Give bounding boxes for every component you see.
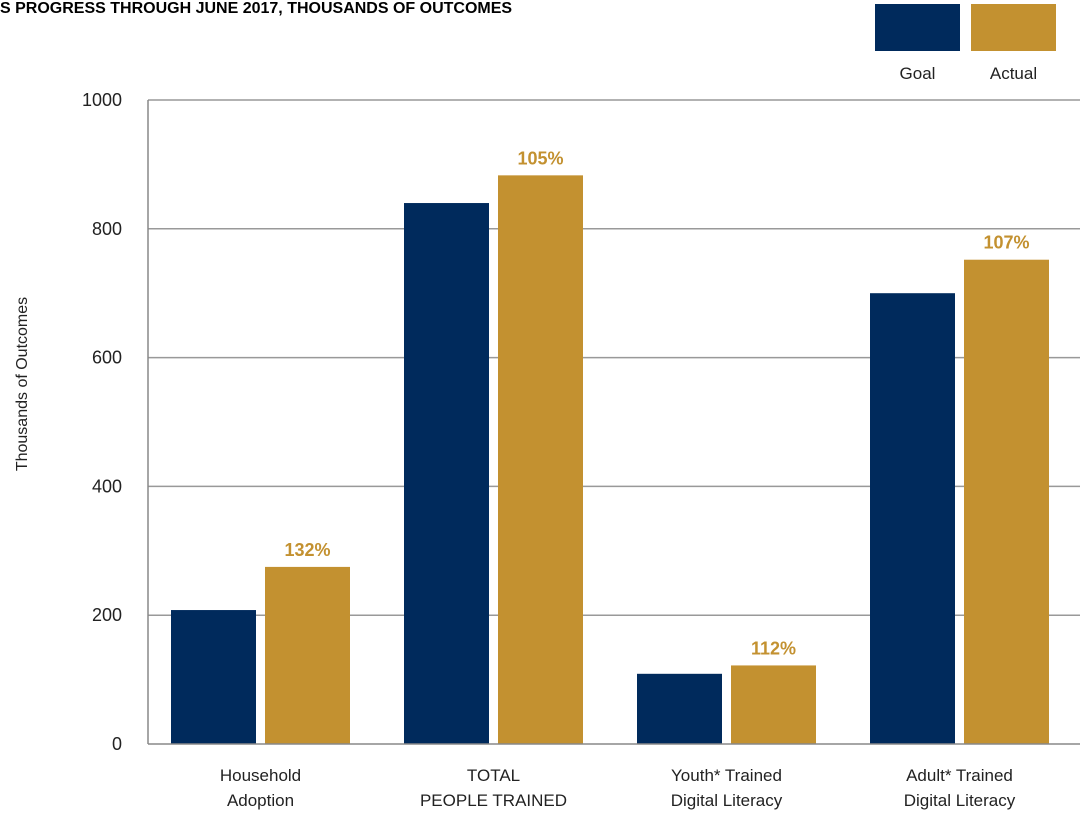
legend-label-actual: Actual [990,64,1037,83]
bar-goal-2 [637,673,722,744]
legend-label-goal: Goal [900,64,936,83]
y-tick-label: 200 [92,605,122,625]
bar-actual-0 [265,566,350,744]
bar-goal-3 [870,293,955,744]
x-tick-label: Youth* Trained [671,766,782,785]
bar-actual-2 [731,665,816,744]
bar-actual-1 [498,175,583,744]
x-tick-label: Household [220,766,301,785]
bars [171,175,1049,745]
data-label-0: 132% [284,540,330,560]
bar-goal-0 [171,610,256,744]
x-tick-label: TOTAL [467,766,520,785]
bar-goal-1 [404,203,489,745]
y-tick-label: 0 [112,734,122,754]
legend-swatch-goal [875,4,960,51]
chart-title: S PROGRESS THROUGH JUNE 2017, THOUSANDS … [0,0,512,17]
y-tick-label: 400 [92,476,122,496]
x-axis-category-labels: Household Adoption TOTAL PEOPLE TRAINED Yout… [220,766,1016,810]
data-label-1: 105% [517,148,563,168]
data-label-3: 107% [983,233,1029,253]
bar-actual-3 [964,259,1049,744]
y-axis-label: Thousands of Outcomes [14,297,31,471]
legend: Goal Actual [875,4,1056,83]
y-tick-label: 800 [92,219,122,239]
x-tick-label: Adoption [227,791,294,810]
data-labels: 132% 105% 112% 107% [284,148,1029,658]
legend-swatch-actual [971,4,1056,51]
data-label-2: 112% [751,638,796,658]
x-tick-label: Digital Literacy [904,791,1016,810]
x-tick-label: Digital Literacy [671,791,783,810]
x-tick-label: PEOPLE TRAINED [420,791,567,810]
y-tick-label: 1000 [82,90,122,110]
y-tick-label: 600 [92,348,122,368]
y-axis-ticks: 0 200 400 600 800 1000 [82,90,122,754]
x-tick-label: Adult* Trained [906,766,1013,785]
